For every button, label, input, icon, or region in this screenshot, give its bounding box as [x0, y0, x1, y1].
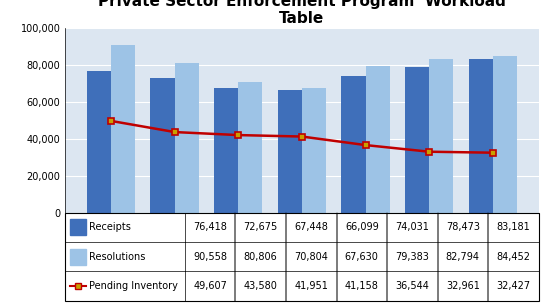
Text: 32,427: 32,427	[496, 281, 530, 291]
Bar	[405, 68, 429, 213]
Text: 82,794: 82,794	[446, 252, 480, 262]
Bar	[429, 60, 453, 213]
Text: Receipts: Receipts	[89, 222, 131, 232]
Text: 36,544: 36,544	[395, 281, 429, 291]
Text: 83,181: 83,181	[497, 222, 530, 232]
Text: 49,607: 49,607	[193, 281, 227, 291]
Title: Private Sector Enforcement Program  Workload
Table: Private Sector Enforcement Program Workl…	[98, 0, 506, 26]
Text: 76,418: 76,418	[193, 222, 227, 232]
Bar	[366, 66, 390, 213]
Text: 43,580: 43,580	[244, 281, 277, 291]
Bar	[111, 45, 135, 213]
Bar	[469, 59, 493, 213]
Text: 41,951: 41,951	[294, 281, 328, 291]
Text: 90,558: 90,558	[193, 252, 227, 262]
Text: 67,448: 67,448	[294, 222, 328, 232]
Bar	[151, 78, 175, 213]
Bar	[175, 63, 199, 213]
Bar	[278, 90, 302, 213]
Text: 74,031: 74,031	[395, 222, 429, 232]
Bar	[214, 88, 238, 213]
Text: Pending Inventory: Pending Inventory	[89, 281, 178, 291]
Text: 41,158: 41,158	[345, 281, 379, 291]
Bar	[87, 71, 111, 213]
Text: 84,452: 84,452	[496, 252, 530, 262]
Text: Resolutions: Resolutions	[89, 252, 146, 262]
Bar	[238, 82, 262, 213]
Text: 67,630: 67,630	[345, 252, 379, 262]
Text: 66,099: 66,099	[345, 222, 379, 232]
Text: 32,961: 32,961	[446, 281, 480, 291]
Text: 72,675: 72,675	[244, 222, 278, 232]
Bar	[302, 87, 326, 213]
Text: 79,383: 79,383	[395, 252, 429, 262]
Text: 78,473: 78,473	[446, 222, 480, 232]
Bar	[342, 76, 366, 213]
Text: 80,806: 80,806	[244, 252, 277, 262]
Bar	[493, 56, 517, 213]
Text: 70,804: 70,804	[294, 252, 328, 262]
